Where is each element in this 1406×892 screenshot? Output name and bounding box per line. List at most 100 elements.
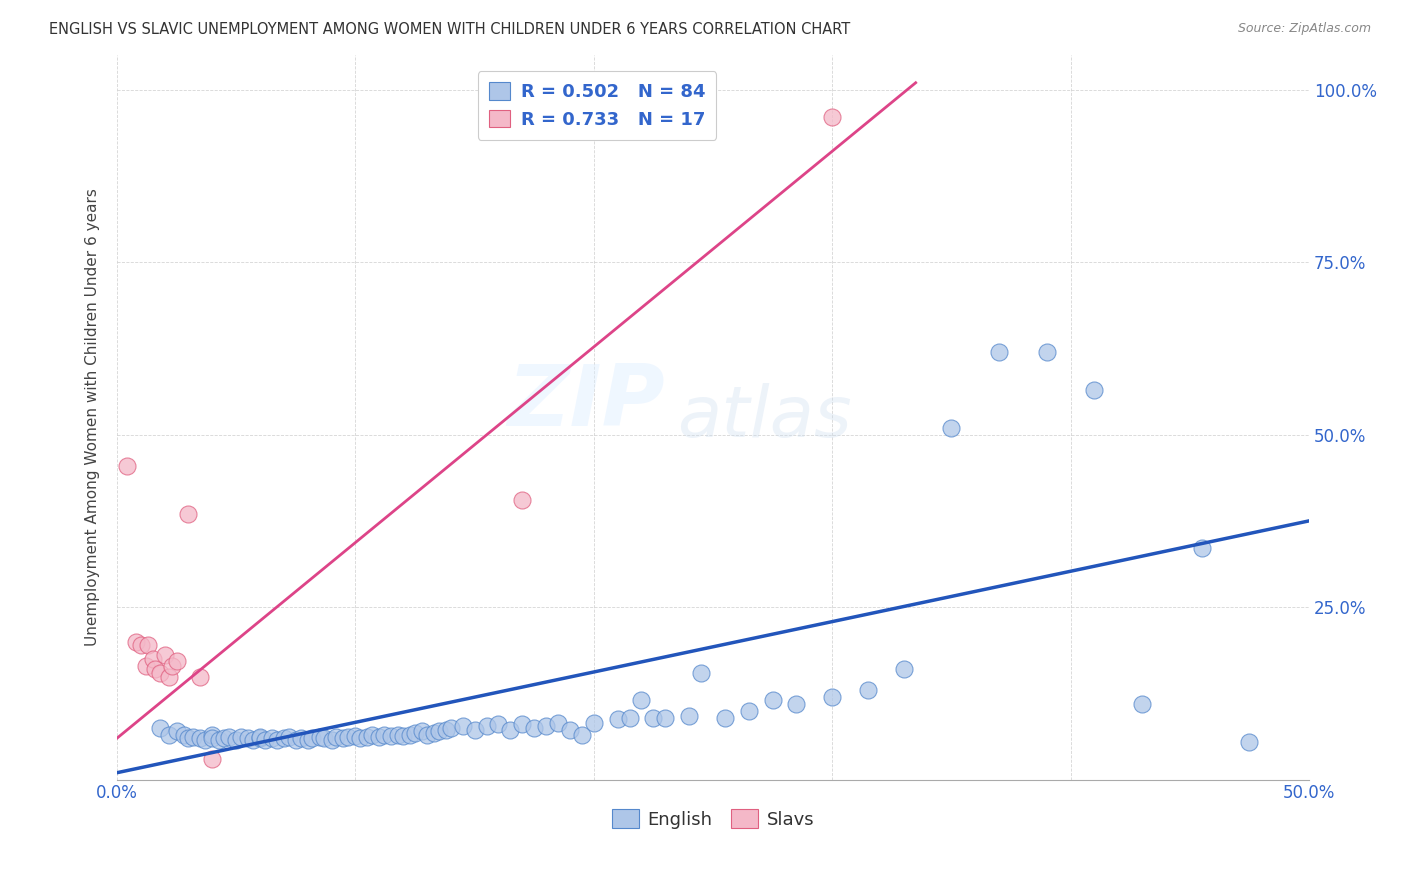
- Point: [160, 658, 183, 673]
- Point: [1239, 734, 1261, 748]
- Point: [125, 634, 148, 648]
- Point: [115, 458, 138, 473]
- Point: [488, 717, 510, 731]
- Point: [582, 716, 605, 731]
- Point: [301, 731, 323, 746]
- Point: [157, 671, 180, 685]
- Text: Source: ZipAtlas.com: Source: ZipAtlas.com: [1237, 22, 1371, 36]
- Point: [236, 731, 259, 746]
- Point: [941, 421, 963, 435]
- Point: [399, 728, 422, 742]
- Text: ENGLISH VS SLAVIC UNEMPLOYMENT AMONG WOMEN WITH CHILDREN UNDER 6 YEARS CORRELATI: ENGLISH VS SLAVIC UNEMPLOYMENT AMONG WOM…: [49, 22, 851, 37]
- Point: [277, 730, 299, 744]
- Point: [273, 731, 295, 746]
- Point: [368, 730, 391, 744]
- Point: [136, 638, 159, 652]
- Point: [387, 728, 409, 742]
- Point: [392, 729, 415, 743]
- Point: [1130, 697, 1153, 711]
- Point: [249, 730, 271, 744]
- Point: [157, 728, 180, 742]
- Point: [266, 732, 288, 747]
- Point: [218, 730, 240, 744]
- Point: [423, 725, 446, 739]
- Point: [229, 730, 252, 744]
- Point: [314, 731, 336, 746]
- Point: [464, 723, 486, 737]
- Y-axis label: Unemployment Among Women with Children Under 6 years: Unemployment Among Women with Children U…: [86, 188, 100, 647]
- Text: atlas: atlas: [678, 383, 852, 452]
- Point: [714, 710, 737, 724]
- Text: ZIP: ZIP: [508, 361, 665, 444]
- Point: [308, 730, 330, 744]
- Point: [249, 731, 271, 746]
- Point: [173, 728, 195, 742]
- Point: [434, 723, 457, 737]
- Point: [356, 730, 378, 744]
- Point: [194, 732, 217, 747]
- Point: [571, 728, 593, 742]
- Point: [630, 693, 652, 707]
- Point: [856, 682, 879, 697]
- Point: [208, 732, 231, 747]
- Point: [762, 693, 785, 707]
- Point: [290, 731, 312, 746]
- Point: [149, 721, 172, 735]
- Point: [201, 728, 224, 742]
- Point: [1036, 344, 1059, 359]
- Point: [212, 731, 235, 746]
- Point: [821, 110, 844, 124]
- Point: [404, 725, 426, 739]
- Point: [510, 717, 533, 731]
- Point: [678, 709, 700, 723]
- Point: [284, 732, 307, 747]
- Legend: English, Slavs: English, Slavs: [605, 802, 821, 836]
- Point: [297, 732, 319, 747]
- Point: [135, 658, 157, 673]
- Point: [510, 493, 533, 508]
- Point: [619, 710, 641, 724]
- Point: [149, 665, 172, 680]
- Point: [988, 344, 1011, 359]
- Point: [166, 654, 188, 668]
- Point: [260, 731, 283, 746]
- Point: [253, 732, 276, 747]
- Point: [380, 729, 402, 743]
- Point: [321, 732, 343, 747]
- Point: [416, 728, 439, 742]
- Point: [143, 662, 166, 676]
- Point: [349, 731, 371, 746]
- Point: [181, 730, 204, 744]
- Point: [129, 638, 152, 652]
- Point: [785, 697, 807, 711]
- Point: [475, 719, 498, 733]
- Point: [1083, 383, 1105, 397]
- Point: [440, 721, 463, 735]
- Point: [361, 728, 384, 742]
- Point: [451, 719, 474, 733]
- Point: [654, 710, 676, 724]
- Point: [643, 710, 665, 724]
- Point: [523, 721, 546, 735]
- Point: [325, 730, 347, 744]
- Point: [738, 704, 761, 718]
- Point: [142, 652, 165, 666]
- Point: [547, 716, 569, 731]
- Point: [534, 719, 557, 733]
- Point: [190, 671, 212, 685]
- Point: [337, 730, 360, 744]
- Point: [177, 731, 200, 746]
- Point: [558, 723, 581, 737]
- Point: [690, 665, 713, 680]
- Point: [242, 732, 264, 747]
- Point: [344, 729, 367, 743]
- Point: [821, 690, 844, 704]
- Point: [190, 731, 212, 746]
- Point: [153, 648, 176, 663]
- Point: [225, 732, 247, 747]
- Point: [201, 752, 224, 766]
- Point: [332, 731, 354, 746]
- Point: [177, 507, 200, 521]
- Point: [606, 712, 628, 726]
- Point: [427, 724, 450, 739]
